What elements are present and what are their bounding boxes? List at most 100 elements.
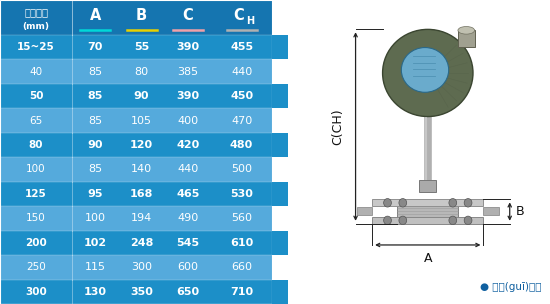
Bar — [357, 207, 372, 216]
Text: 168: 168 — [130, 189, 153, 199]
Text: 300: 300 — [131, 262, 152, 272]
Text: C: C — [183, 8, 193, 22]
Text: 465: 465 — [176, 189, 200, 199]
Circle shape — [399, 199, 406, 207]
Text: 385: 385 — [177, 67, 199, 77]
Text: 300: 300 — [25, 287, 47, 297]
Text: 710: 710 — [230, 287, 253, 297]
Text: 50: 50 — [29, 91, 43, 101]
Text: 610: 610 — [230, 238, 253, 248]
Text: 660: 660 — [231, 262, 252, 272]
Text: 95: 95 — [87, 189, 103, 199]
Circle shape — [449, 216, 456, 225]
Bar — [0, 108, 272, 133]
Text: 85: 85 — [88, 67, 102, 77]
Bar — [0, 59, 272, 84]
Bar — [272, 35, 283, 59]
Bar — [272, 280, 288, 304]
Circle shape — [384, 199, 392, 207]
Ellipse shape — [402, 47, 449, 92]
Bar — [272, 231, 288, 255]
Text: (mm): (mm) — [23, 22, 50, 31]
Bar — [0, 231, 272, 255]
Bar — [372, 199, 483, 206]
Text: 490: 490 — [177, 213, 199, 223]
Text: H: H — [246, 16, 255, 26]
Text: 80: 80 — [135, 67, 148, 77]
Bar — [372, 217, 483, 224]
Bar — [272, 182, 288, 206]
Text: 545: 545 — [177, 238, 200, 248]
Bar — [0, 35, 272, 59]
Text: 400: 400 — [177, 116, 199, 126]
Text: ● 常規(guī)儀表: ● 常規(guī)儀表 — [480, 282, 542, 292]
Circle shape — [384, 216, 392, 225]
Bar — [0, 84, 272, 108]
Text: B: B — [516, 205, 525, 218]
Text: 儀表口徑: 儀表口徑 — [24, 7, 48, 17]
Text: 500: 500 — [231, 164, 252, 174]
Text: 70: 70 — [87, 42, 103, 52]
Bar — [272, 182, 283, 206]
Bar — [420, 180, 436, 192]
Text: 194: 194 — [131, 213, 152, 223]
Text: 350: 350 — [130, 287, 153, 297]
Text: 530: 530 — [230, 189, 253, 199]
Text: 120: 120 — [130, 140, 153, 150]
Text: 250: 250 — [26, 262, 46, 272]
Ellipse shape — [383, 29, 473, 116]
Bar — [0, 133, 272, 157]
Bar — [483, 207, 499, 216]
Text: 65: 65 — [30, 116, 43, 126]
Text: 455: 455 — [230, 42, 253, 52]
Text: 140: 140 — [131, 164, 152, 174]
Text: 420: 420 — [176, 140, 200, 150]
Text: 130: 130 — [84, 287, 107, 297]
Circle shape — [464, 216, 472, 225]
Ellipse shape — [458, 26, 475, 34]
Text: 102: 102 — [84, 238, 107, 248]
Text: 85: 85 — [88, 116, 102, 126]
Text: 90: 90 — [87, 140, 103, 150]
Circle shape — [464, 199, 472, 207]
Bar — [272, 84, 288, 108]
Text: 200: 200 — [25, 238, 47, 248]
Bar — [272, 35, 288, 59]
Text: 85: 85 — [88, 164, 102, 174]
Text: 440: 440 — [231, 67, 252, 77]
Text: 15~25: 15~25 — [17, 42, 55, 52]
Bar — [272, 133, 283, 157]
Bar — [0, 182, 272, 206]
Text: 470: 470 — [231, 116, 252, 126]
Bar — [0, 280, 272, 304]
Text: 480: 480 — [230, 140, 253, 150]
Bar — [0, 157, 272, 182]
Bar — [0, 0, 272, 35]
Circle shape — [399, 216, 406, 225]
Text: 90: 90 — [134, 91, 149, 101]
Bar — [272, 231, 283, 255]
Text: 248: 248 — [130, 238, 153, 248]
Text: 80: 80 — [29, 140, 43, 150]
Bar — [272, 84, 283, 108]
Bar — [272, 133, 288, 157]
Text: 100: 100 — [26, 164, 46, 174]
Text: 85: 85 — [87, 91, 103, 101]
Bar — [272, 280, 283, 304]
Text: 440: 440 — [177, 164, 199, 174]
Text: 40: 40 — [30, 67, 43, 77]
Text: 650: 650 — [177, 287, 200, 297]
Text: 150: 150 — [26, 213, 46, 223]
Text: 390: 390 — [177, 91, 200, 101]
Text: 105: 105 — [131, 116, 152, 126]
Text: 390: 390 — [177, 42, 200, 52]
Text: 125: 125 — [25, 189, 47, 199]
Text: 600: 600 — [177, 262, 199, 272]
Bar — [397, 203, 458, 219]
Text: 100: 100 — [85, 213, 106, 223]
Bar — [0, 255, 272, 280]
Bar — [458, 30, 475, 47]
Text: C: C — [234, 8, 244, 22]
Text: 560: 560 — [231, 213, 252, 223]
Text: A: A — [424, 252, 432, 265]
